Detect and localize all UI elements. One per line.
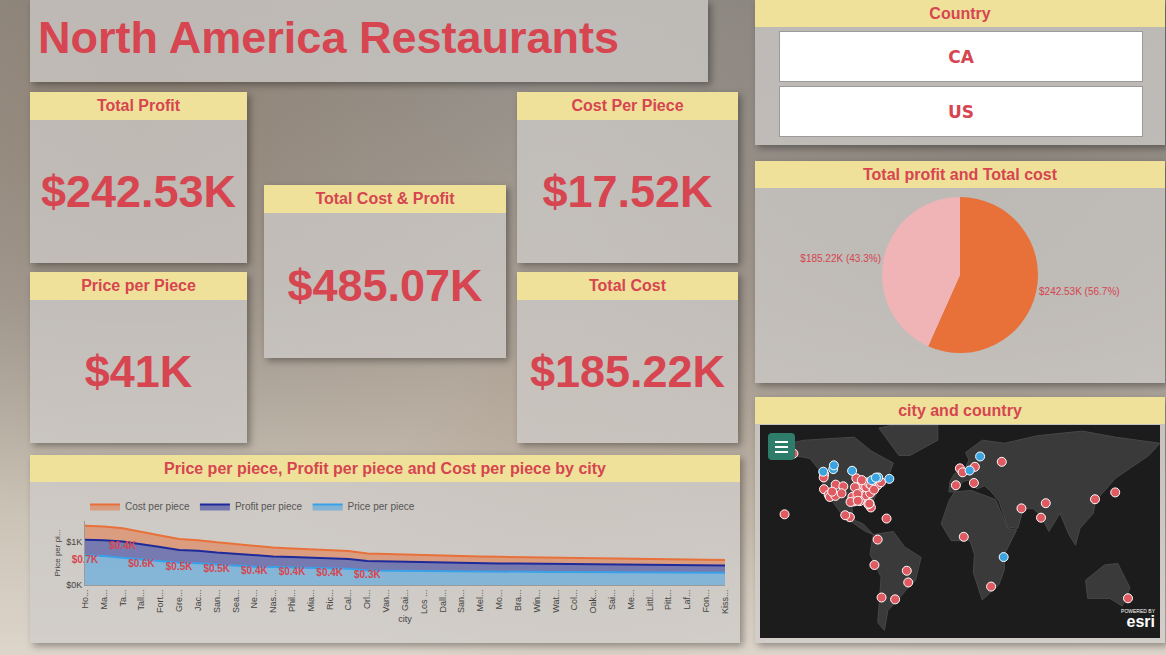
svg-text:$242.53K (56.7%): $242.53K (56.7%) [1039,286,1120,297]
svg-text:Ma...: Ma... [99,590,109,610]
html-text:Price per Piece: Price per Piece [81,277,196,294]
svg-text:Profit per piece: Profit per piece [235,501,303,512]
svg-text:Orl...: Orl... [362,590,372,610]
svg-text:Sai...: Sai... [607,590,617,611]
svg-text:Los ...: Los ... [419,590,429,615]
svg-text:city: city [398,614,412,624]
svg-text:$0.4K: $0.4K [241,565,268,576]
svg-text:Nas...: Nas... [268,590,278,614]
svg-text:Mo...: Mo... [494,590,504,610]
svg-text:Cal...: Cal... [343,590,353,611]
html-text:$41K: $41K [84,345,193,397]
svg-text:$0.4K: $0.4K [109,540,136,551]
svg-text:Ne...: Ne... [249,590,259,609]
svg-text:Gre...: Gre... [174,590,184,613]
svg-text:San...: San... [456,590,466,614]
svg-text:Laf...: Laf... [682,590,692,610]
html-text:$185.22K: $185.22K [529,345,726,397]
html-text:POWERED BY: POWERED BY [1121,608,1155,614]
svg-text:Ric...: Ric... [325,590,335,611]
html-text:North America Restaurants: North America Restaurants [38,12,619,63]
html-text:$242.53K: $242.53K [40,165,237,217]
svg-text:San...: San... [212,590,222,614]
svg-text:Bra...: Bra... [513,590,523,612]
svg-text:Price per piece: Price per piece [348,501,415,512]
svg-text:$1K: $1K [66,537,82,547]
svg-text:Pitt...: Pitt... [663,590,673,611]
svg-text:Price per pi...: Price per pi... [53,529,62,576]
svg-text:Wat...: Wat... [551,590,561,613]
svg-text:Ta...: Ta... [118,590,128,607]
svg-text:Cost per piece: Cost per piece [125,501,190,512]
svg-text:Van...: Van... [381,590,391,613]
html-text:Total Cost & Profit: Total Cost & Profit [315,190,455,207]
html-text:esri: esri [1126,613,1155,630]
html-text:CA: CA [948,46,974,67]
svg-text:Fon...: Fon... [701,590,711,613]
svg-text:Win...: Win... [532,590,542,613]
svg-text:Oak...: Oak... [588,590,598,614]
svg-text:$0.7K: $0.7K [72,554,99,565]
svg-text:$0.4K: $0.4K [316,567,343,578]
svg-text:Dall...: Dall... [438,590,448,613]
html-text:Total profit and Total cost: Total profit and Total cost [863,166,1057,183]
svg-text:Kiss...: Kiss... [720,590,730,615]
svg-text:$185.22K (43.3%): $185.22K (43.3%) [800,253,881,264]
svg-text:Col...: Col... [569,590,579,611]
svg-text:Tall...: Tall... [136,590,146,611]
html-text:US: US [948,101,974,122]
html-text:Country: Country [929,5,991,22]
svg-text:$0.6K: $0.6K [128,558,155,569]
html-text:city and country: city and country [898,402,1022,419]
svg-text:Fort...: Fort... [155,590,165,614]
svg-text:Jac...: Jac... [193,590,203,612]
html-text:Price per piece, Profit per pi: Price per piece, Profit per piece and Co… [164,460,606,477]
svg-text:Mel...: Mel... [475,590,485,612]
svg-text:Me...: Me... [626,590,636,610]
svg-text:Ho...: Ho... [80,590,90,609]
svg-text:Phil...: Phil... [287,590,297,613]
svg-text:$0.5K: $0.5K [203,563,230,574]
html-text:Cost Per Piece: Cost Per Piece [571,97,684,114]
html-text:$17.52K: $17.52K [542,165,713,217]
svg-text:Mia...: Mia... [306,590,316,612]
svg-text:$0.4K: $0.4K [279,566,306,577]
html-text:Total Cost: Total Cost [589,277,666,294]
html-text:Total Profit: Total Profit [96,97,181,114]
svg-text:Sea...: Sea... [231,590,241,614]
html-text:$485.07K: $485.07K [287,259,483,311]
svg-text:$0K: $0K [66,580,82,590]
svg-text:$0.5K: $0.5K [166,561,193,572]
svg-text:$0.3K: $0.3K [354,569,381,580]
svg-text:Littl...: Littl... [645,590,655,612]
svg-text:Gai...: Gai... [400,590,410,612]
